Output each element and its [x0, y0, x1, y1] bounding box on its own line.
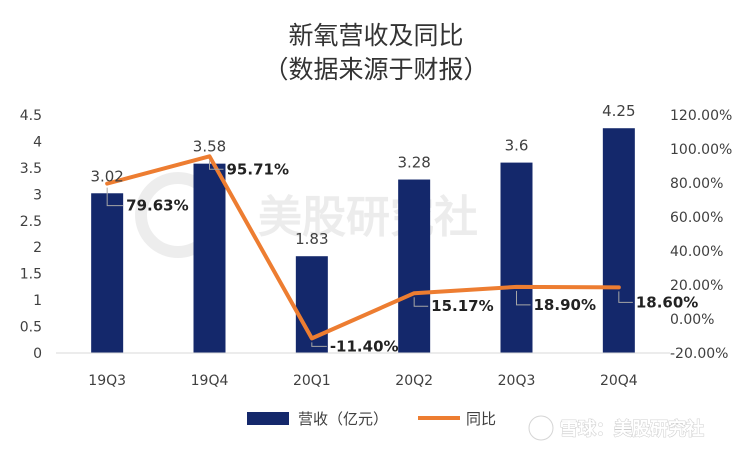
line-value-label: 18.60%: [636, 293, 698, 311]
category-label: 20Q4: [600, 373, 638, 389]
watermark-text: 美股研究社: [258, 192, 478, 243]
legend-bar-swatch: [247, 412, 289, 425]
bar-value-label: 4.25: [602, 102, 635, 120]
right-tick-label: 80.00%: [670, 176, 723, 192]
yoy-line: [105, 154, 621, 341]
line-value-label: 95.71%: [227, 160, 289, 178]
line-data-labels: 79.63% 95.71% -11.40% 15.17% 18.90% 18.60%: [106, 160, 698, 355]
line-value-label: -11.40%: [330, 337, 399, 355]
line-value-label: 18.90%: [534, 296, 596, 314]
right-tick-label: 40.00%: [670, 244, 723, 260]
chart-title: 新氧营收及同比: [288, 21, 463, 50]
left-tick-label: 0: [33, 346, 42, 362]
left-axis-ticks: 0 0.5 1 1.5 2 2.5 3 3.5 4 4.5: [20, 108, 42, 362]
bar-data-labels: 3.02 3.58 1.83 3.28 3.6 4.25: [90, 102, 635, 248]
left-tick-label: 4: [33, 134, 42, 150]
footer-text: 雪球：美股研究社: [560, 418, 704, 440]
bar-value-label: 3.28: [397, 154, 430, 172]
bar-20Q4: [602, 128, 635, 353]
leader-line: [413, 297, 429, 307]
leader-line: [516, 290, 531, 306]
line-value-label: 79.63%: [126, 197, 188, 215]
footer-watermark: 雪球：美股研究社: [527, 414, 705, 442]
bar-value-label: 3.02: [90, 167, 123, 185]
leader-line: [311, 342, 327, 347]
bar-value-label: 3.6: [505, 137, 529, 155]
category-label: 19Q3: [88, 373, 126, 389]
right-tick-label: 60.00%: [670, 210, 723, 226]
snowball-logo-icon: [527, 414, 555, 442]
leader-line: [618, 291, 633, 303]
chart-subtitle: （数据来源于财报）: [263, 55, 488, 84]
left-tick-label: 1.5: [20, 267, 42, 283]
watermark: 美股研究社: [135, 172, 478, 258]
legend-bar-label: 营收（亿元）: [298, 410, 388, 428]
category-label: 20Q1: [293, 373, 331, 389]
left-tick-label: 2.5: [20, 214, 42, 230]
bar-20Q3: [500, 162, 533, 353]
category-label: 20Q3: [498, 373, 536, 389]
category-labels: 19Q3 19Q4 20Q1 20Q2 20Q3 20Q4: [88, 373, 638, 389]
bar-value-label: 1.83: [295, 230, 328, 248]
right-tick-label: 20.00%: [670, 278, 723, 294]
category-label: 20Q2: [395, 373, 433, 389]
right-tick-label: 120.00%: [670, 108, 732, 124]
left-tick-label: 4.5: [20, 108, 42, 124]
line-series: [105, 154, 621, 341]
left-tick-label: 0.5: [20, 320, 42, 336]
right-axis-ticks: -20.00% 0.00% 20.00% 40.00% 60.00% 80.00% 100.…: [670, 108, 732, 362]
left-tick-label: 1: [33, 293, 42, 309]
leader-line: [209, 160, 224, 170]
bar-series: [91, 128, 635, 353]
category-label: 19Q4: [191, 373, 229, 389]
right-tick-label: -20.00%: [670, 346, 728, 362]
right-tick-label: 100.00%: [670, 142, 732, 158]
left-tick-label: 2: [33, 240, 42, 256]
legend-line-label: 同比: [466, 410, 496, 428]
legend: 营收（亿元） 同比: [247, 410, 496, 428]
left-tick-label: 3: [33, 187, 42, 203]
line-value-label: 15.17%: [431, 297, 493, 315]
right-tick-label: 0.00%: [670, 312, 714, 328]
leader-line: [106, 187, 124, 207]
bar-19Q3: [91, 193, 124, 353]
bar-value-label: 3.58: [193, 138, 226, 156]
bar-19Q4: [193, 163, 226, 353]
left-tick-label: 3.5: [20, 161, 42, 177]
bar-20Q2: [398, 179, 431, 353]
